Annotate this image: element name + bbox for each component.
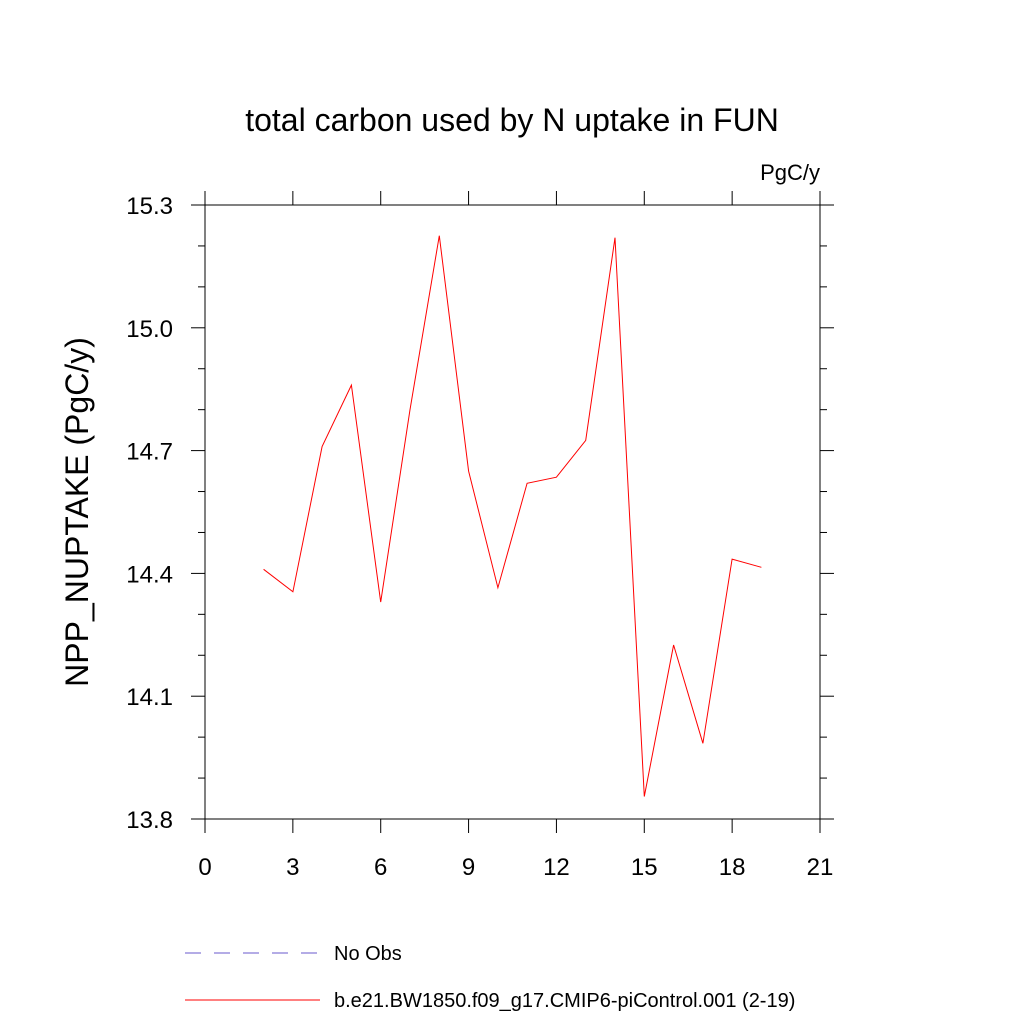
- x-tick-label: 12: [543, 854, 570, 881]
- x-tick-label: 15: [631, 854, 658, 881]
- x-tick-label: 3: [286, 854, 299, 881]
- legend-label-picontrol: b.e21.BW1850.f09_g17.CMIP6-piControl.001…: [334, 990, 795, 1012]
- y-tick-label: 14.4: [126, 561, 173, 588]
- chart-title: total carbon used by N uptake in FUN: [245, 102, 779, 138]
- legend-label-no-obs: No Obs: [334, 943, 402, 965]
- x-tick-label: 18: [719, 854, 746, 881]
- series-lines: [263, 235, 762, 797]
- y-tick-label: 13.8: [126, 807, 173, 834]
- y-tick-label: 15.0: [126, 316, 173, 343]
- y-tick-label: 14.1: [126, 684, 173, 711]
- x-tick-label: 21: [807, 854, 834, 881]
- y-tick-label: 14.7: [126, 439, 173, 466]
- x-tick-label: 6: [374, 854, 387, 881]
- y-axis-label: NPP_NUPTAKE (PgC/y): [59, 337, 95, 687]
- axis-ticks: [191, 191, 834, 833]
- x-tick-label: 0: [198, 854, 211, 881]
- units-label: PgC/y: [760, 160, 820, 185]
- plot-frame: [204, 204, 821, 820]
- x-tick-labels: 0 3 6 9 12 15 18 21: [198, 854, 833, 881]
- legend: No Obs b.e21.BW1850.f09_g17.CMIP6-piCont…: [185, 943, 795, 1012]
- y-tick-labels: 13.8 14.1 14.4 14.7 15.0 15.3: [126, 193, 173, 834]
- series-line: [263, 235, 762, 797]
- x-tick-label: 9: [462, 854, 475, 881]
- y-tick-label: 15.3: [126, 193, 173, 220]
